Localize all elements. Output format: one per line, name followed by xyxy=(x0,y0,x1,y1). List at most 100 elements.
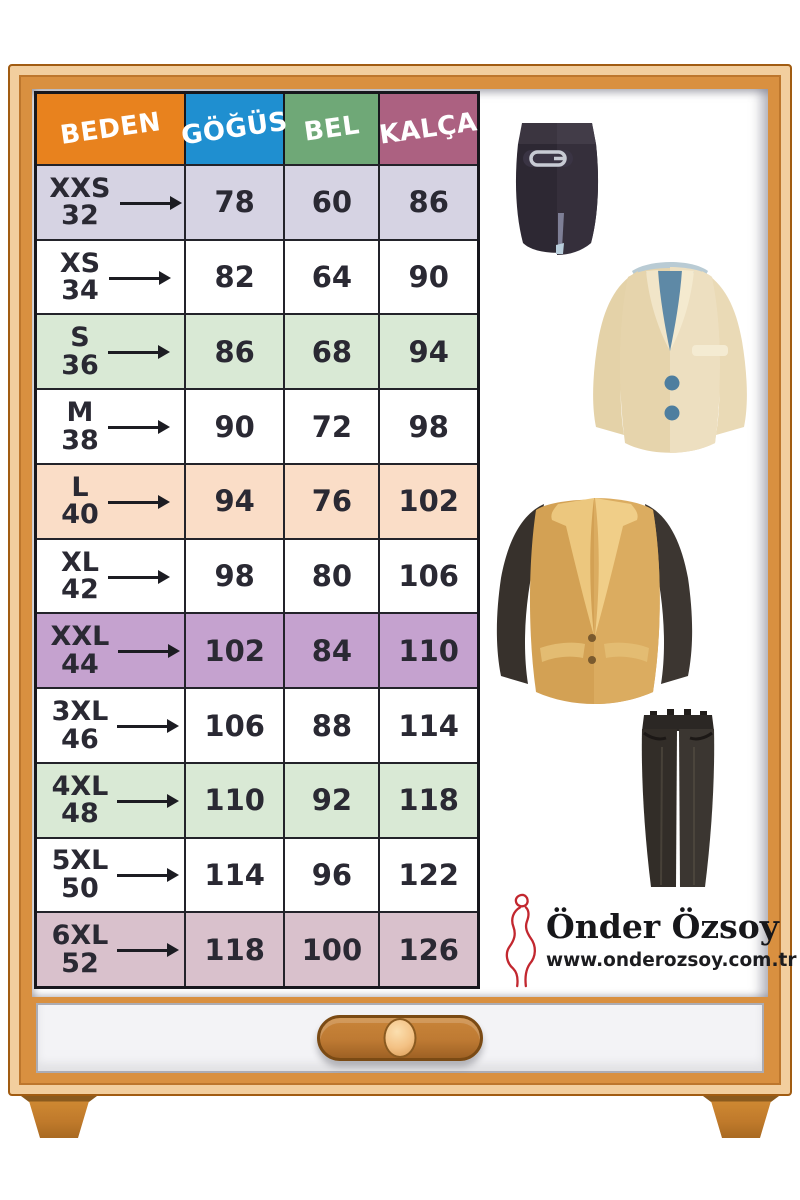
waist-value: 92 xyxy=(283,763,378,837)
chest-value: 94 xyxy=(183,464,283,538)
size-cell: M 38 xyxy=(37,390,184,463)
waist-value: 96 xyxy=(283,838,378,912)
size-euro: 36 xyxy=(61,349,99,381)
size-label: XS 34 xyxy=(60,250,100,305)
size-name: L xyxy=(71,471,89,503)
hip-value: 90 xyxy=(378,240,477,314)
size-euro: 48 xyxy=(61,798,99,830)
size-cell: XXS 32 xyxy=(37,166,184,239)
size-label: 3XL 46 xyxy=(52,698,109,753)
size-label: M 38 xyxy=(61,399,99,454)
size-euro: 34 xyxy=(61,275,99,307)
header-label: GÖĞÜS xyxy=(179,106,290,152)
size-label: L 40 xyxy=(61,474,99,529)
chest-value: 114 xyxy=(183,838,283,912)
right-arrow-icon xyxy=(117,868,180,883)
brand-name: Önder Özsoy xyxy=(546,907,779,947)
size-euro: 44 xyxy=(61,648,99,680)
size-name: 5XL xyxy=(51,845,109,877)
size-name: 3XL xyxy=(51,695,109,727)
skirt-icon xyxy=(515,123,599,255)
brand-logo: Önder Özsoy www.onderozsoy.com.tr xyxy=(500,891,796,989)
size-label: 5XL 50 xyxy=(52,847,109,902)
hip-value: 114 xyxy=(378,689,477,762)
woman-silhouette-icon xyxy=(505,893,536,988)
waist-value: 88 xyxy=(283,689,378,762)
tan-blazer-icon xyxy=(496,498,693,704)
chest-value: 110 xyxy=(183,763,283,837)
size-table-body: XXS 32 78 60 86 XS 34 82 64 90 S 36 86 68 94 M 38 90 72 98 L… xyxy=(37,164,477,987)
size-name: XL xyxy=(60,546,99,578)
size-label: XL 42 xyxy=(60,546,99,604)
table-row: XXS 32 78 60 86 xyxy=(37,164,477,239)
size-cell: 4XL 48 xyxy=(37,764,184,837)
cabinet-foot-left xyxy=(21,1096,97,1138)
size-cell: 6XL 52 xyxy=(37,913,184,986)
table-row: 6XL 52 118 100 126 xyxy=(37,911,477,987)
waist-value: 76 xyxy=(283,464,378,538)
waist-value: 80 xyxy=(283,539,378,613)
chest-value: 78 xyxy=(183,166,283,239)
hip-value: 122 xyxy=(378,838,477,912)
table-row: S 36 86 68 94 xyxy=(37,313,477,389)
size-cell: L 40 xyxy=(37,465,184,538)
hip-value: 102 xyxy=(378,464,477,538)
right-arrow-icon xyxy=(107,494,170,509)
size-name: 6XL xyxy=(51,920,109,952)
right-arrow-icon xyxy=(117,943,180,958)
header-cell-bel: BEL xyxy=(283,94,379,164)
waist-value: 72 xyxy=(283,390,378,463)
waist-value: 60 xyxy=(283,166,378,239)
right-arrow-icon xyxy=(118,644,181,659)
size-label: 4XL 48 xyxy=(52,773,109,828)
size-name: XS xyxy=(59,247,101,279)
size-cell: 3XL 46 xyxy=(37,689,184,762)
hip-value: 118 xyxy=(378,763,477,837)
beige-blazer-icon xyxy=(593,262,747,453)
table-row: XL 42 98 80 106 xyxy=(37,537,477,613)
table-row: XS 34 82 64 90 xyxy=(37,238,477,314)
right-arrow-icon xyxy=(117,793,180,808)
chest-value: 102 xyxy=(183,614,283,688)
size-name: S xyxy=(70,322,90,354)
chest-value: 106 xyxy=(183,689,283,762)
drawer-knob-icon xyxy=(383,1018,417,1058)
header-label: BEDEN xyxy=(58,107,163,151)
hip-value: 110 xyxy=(378,614,477,688)
waist-value: 68 xyxy=(283,315,378,389)
brand-website: www.onderozsoy.com.tr xyxy=(546,949,797,971)
table-row: XXL 44 102 84 110 xyxy=(37,612,477,688)
hip-value: 86 xyxy=(378,166,477,239)
brand-text-block: Önder Özsoy www.onderozsoy.com.tr xyxy=(546,907,797,971)
waist-value: 100 xyxy=(283,913,378,987)
size-euro: 40 xyxy=(61,499,99,531)
size-label: XXL 44 xyxy=(51,623,110,678)
right-arrow-icon xyxy=(117,719,180,733)
trousers-icon xyxy=(641,709,715,887)
size-table: BEDEN GÖĞÜS BEL KALÇA XXS 32 78 60 86 XS 34 82 64 90… xyxy=(34,91,480,989)
size-name: XXS xyxy=(49,172,111,204)
size-name: 4XL xyxy=(51,770,109,802)
right-arrow-icon xyxy=(107,420,170,435)
right-arrow-icon xyxy=(109,270,172,285)
table-row: 3XL 46 106 88 114 xyxy=(37,687,477,762)
chest-value: 118 xyxy=(183,913,283,987)
size-table-header: BEDEN GÖĞÜS BEL KALÇA xyxy=(37,94,480,164)
size-euro: 52 xyxy=(61,947,99,979)
size-label: 6XL 52 xyxy=(52,922,109,977)
header-cell-beden: BEDEN xyxy=(37,94,184,164)
waist-value: 64 xyxy=(283,240,378,314)
drawer-handle xyxy=(317,1015,483,1061)
size-name: XXL xyxy=(50,621,110,653)
size-cell: 5XL 50 xyxy=(37,839,184,912)
hip-value: 126 xyxy=(378,913,477,987)
table-row: 5XL 50 114 96 122 xyxy=(37,836,477,912)
waist-value: 84 xyxy=(283,614,378,688)
size-euro: 38 xyxy=(61,424,99,456)
right-arrow-icon xyxy=(107,345,170,360)
cabinet-foot-right xyxy=(703,1096,779,1138)
right-arrow-icon xyxy=(119,195,182,210)
size-euro: 32 xyxy=(61,200,99,232)
size-cell: XL 42 xyxy=(37,540,184,613)
cabinet-interior: BEDEN GÖĞÜS BEL KALÇA XXS 32 78 60 86 XS 34 82 64 90… xyxy=(32,89,796,997)
